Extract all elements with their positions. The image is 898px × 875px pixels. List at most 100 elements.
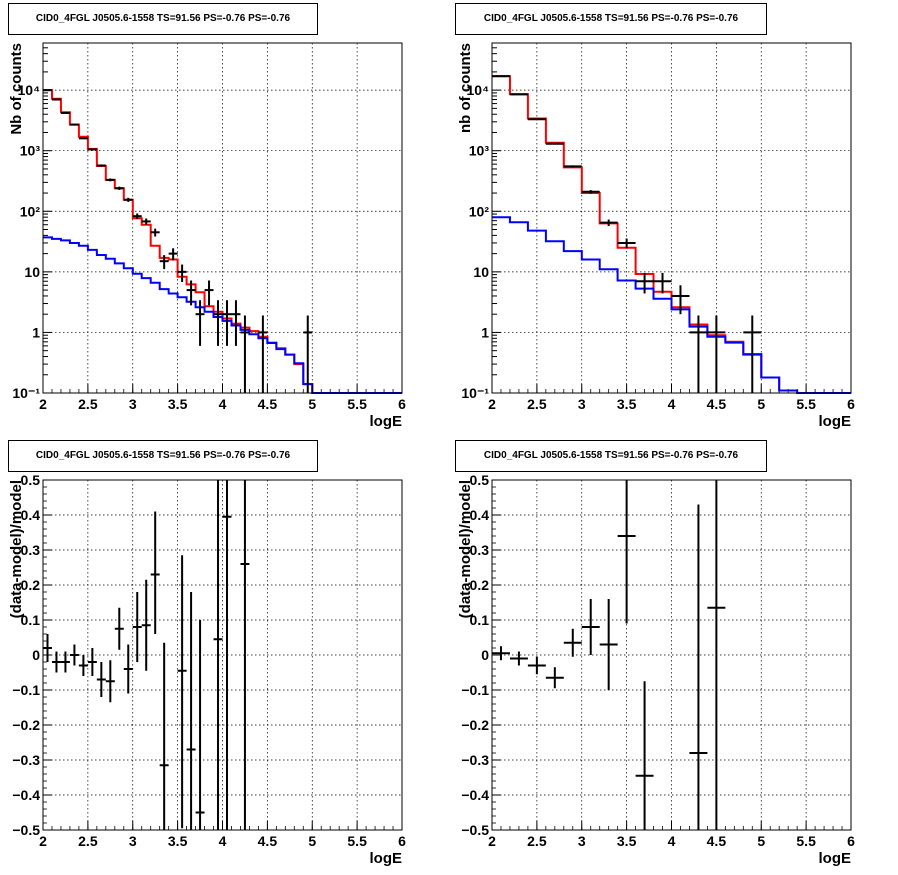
x-tick-label: 3.5: [168, 833, 188, 849]
data-point: [43, 634, 52, 662]
y-tick-label: 0.2: [21, 577, 41, 593]
x-tick-label: 6: [847, 396, 855, 412]
data-point: [743, 315, 762, 393]
data-point: [707, 315, 726, 393]
data-point: [509, 93, 528, 96]
x-tick-label: 5: [757, 833, 765, 849]
x-tick-label: 3: [578, 396, 586, 412]
data-point: [60, 651, 70, 673]
x-tick-label: 4.5: [258, 833, 278, 849]
x-tick-label: 2: [39, 396, 47, 412]
y-tick-label: 0.3: [470, 542, 490, 558]
data-point: [150, 511, 160, 634]
x-tick-label: 5.5: [347, 833, 367, 849]
x-tick-label: 5.5: [347, 396, 367, 412]
y-tick-label: 0.1: [21, 612, 41, 628]
data-point: [195, 300, 205, 346]
y-axis-title: nb of counts: [457, 43, 474, 133]
y-tick-label: −0.5: [461, 822, 489, 838]
data-point: [258, 315, 268, 393]
x-tick-label: 4: [219, 396, 227, 412]
y-tick-label: 0.5: [21, 472, 41, 488]
data-point: [141, 218, 151, 225]
x-tick-label: 5.5: [796, 396, 816, 412]
y-tick-label: −0.4: [461, 787, 489, 803]
data-point: [186, 592, 196, 830]
y-tick-label: 1: [481, 324, 489, 340]
y-tick-label: −0.4: [12, 787, 40, 803]
y-axis-title: Nb of counts: [8, 43, 25, 135]
series-1-step-line: [492, 216, 851, 394]
y-axis-title: (data-model)/model: [8, 480, 25, 618]
y-tick-label: −0.3: [12, 752, 40, 768]
data-point: [186, 280, 196, 306]
y-tick-label: −0.3: [461, 752, 489, 768]
plot-4: 2 2.5 3 3.5 4 4.5 5 5.5 6 −0.5 −0.4 −0.3 −0.2 −0.1 0 0.…: [457, 472, 855, 867]
data-point: [240, 315, 250, 393]
data-point: [563, 165, 582, 168]
data-point: [132, 592, 142, 662]
data-point: [527, 656, 546, 675]
data-point: [177, 555, 187, 829]
x-tick-label: 4: [219, 833, 227, 849]
data-point: [635, 681, 654, 830]
x-tick-label: 2: [39, 833, 47, 849]
x-axis-title: logE: [819, 850, 852, 867]
data-point: [78, 137, 88, 140]
data-point: [132, 213, 142, 220]
y-tick-label: 0.5: [470, 472, 490, 488]
data-point: [114, 607, 124, 650]
data-point: [78, 655, 88, 676]
y-tick-label: 0.1: [470, 612, 490, 628]
x-tick-label: 2.5: [527, 396, 547, 412]
y-tick-label: 0.3: [21, 542, 41, 558]
data-point: [159, 255, 169, 270]
data-point: [545, 667, 564, 689]
data-point: [689, 504, 708, 830]
data-point: [213, 480, 223, 830]
data-point: [114, 186, 124, 190]
data-point: [69, 123, 79, 126]
data-point: [581, 599, 600, 655]
x-axis-title: logE: [370, 413, 403, 430]
data-point: [599, 599, 618, 690]
x-tick-label: 2.5: [78, 396, 98, 412]
y-tick-label: 10²: [469, 203, 490, 219]
y-tick-label: 0: [481, 647, 489, 663]
y-tick-label: 10³: [469, 143, 490, 159]
plot-1: 2 2.5 3 3.5 4 4.5 5 5.5 6 10⁻¹ 1 10 10² 10³ 10⁴ logE Nb …: [8, 42, 406, 430]
y-axis-title: (data-model)/model: [457, 480, 474, 618]
data-point: [195, 620, 205, 830]
x-tick-label: 3.5: [617, 396, 637, 412]
data-point: [168, 248, 178, 261]
x-tick-label: 2.5: [78, 833, 98, 849]
plot-3: 2 2.5 3 3.5 4 4.5 5 5.5 6 −0.5 −0.4 −0.3 −0.2 −0.1 0 0.…: [8, 472, 406, 867]
data-point: [177, 264, 187, 282]
x-tick-label: 6: [398, 833, 406, 849]
y-tick-label: 1: [32, 324, 40, 340]
pad-3-title: CID0_4FGL J0505.6-1558 TS=91.56 PS=-0.76…: [8, 440, 318, 472]
data-point: [60, 111, 70, 114]
x-tick-label: 2: [488, 396, 496, 412]
data-point: [635, 272, 654, 294]
x-tick-label: 3.5: [617, 833, 637, 849]
data-point: [509, 651, 528, 666]
data-point: [69, 644, 79, 666]
y-tick-label: 0: [32, 647, 40, 663]
y-tick-label: 10³: [20, 143, 41, 159]
data-point: [213, 300, 223, 346]
y-tick-label: 10⁴: [18, 82, 41, 98]
x-tick-label: 5: [757, 396, 765, 412]
y-tick-label: −0.2: [12, 717, 40, 733]
data-point: [222, 300, 232, 346]
data-point: [240, 480, 250, 830]
y-tick-label: 0.4: [21, 507, 41, 523]
y-tick-label: 10: [24, 264, 40, 280]
x-tick-label: 4: [668, 396, 676, 412]
data-point: [527, 118, 546, 121]
data-point: [617, 238, 636, 249]
plot-2: 2 2.5 3 3.5 4 4.5 5 5.5 6 10⁻¹ 1 10 10² 10³ 10⁴ logE nb …: [457, 42, 855, 430]
data-point: [707, 480, 726, 830]
data-point: [159, 642, 169, 830]
data-point: [105, 178, 115, 182]
